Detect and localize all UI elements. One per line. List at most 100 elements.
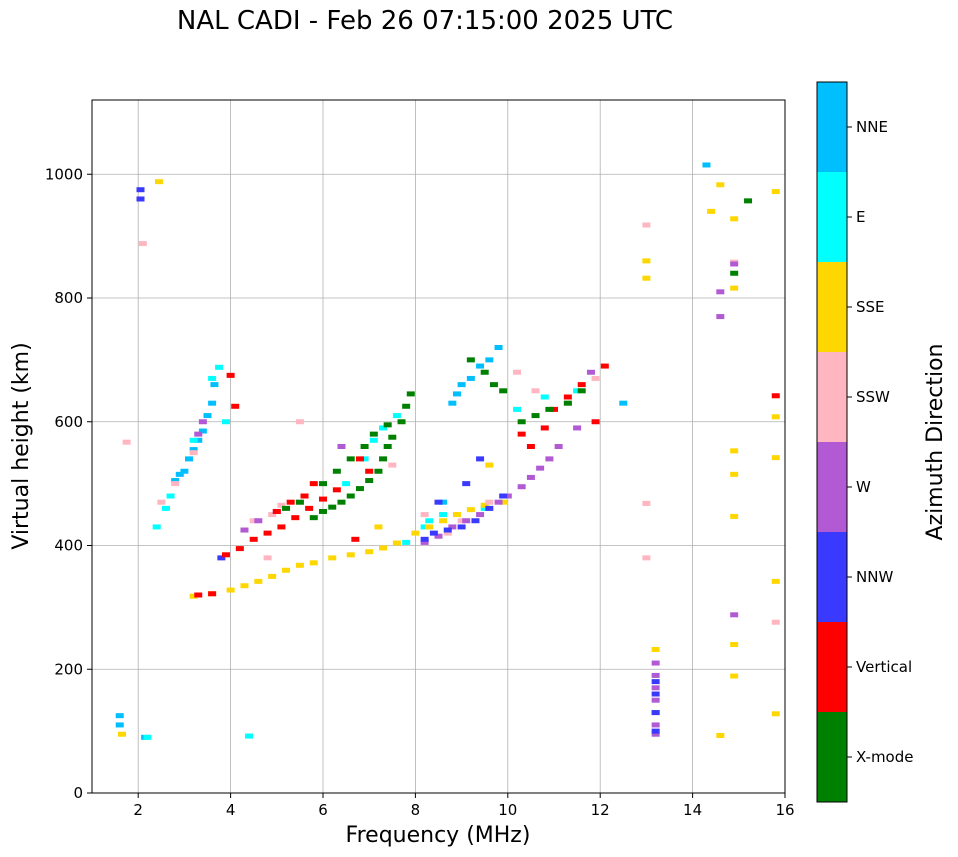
point-e xyxy=(208,375,217,381)
point-e xyxy=(369,437,378,443)
point-e xyxy=(189,437,198,443)
point-x-mode xyxy=(383,422,392,428)
point-nne xyxy=(115,722,124,728)
point-sse xyxy=(730,513,739,519)
x-tick-label: 10 xyxy=(498,801,517,819)
point-vertical xyxy=(194,592,203,598)
point-nne xyxy=(185,456,194,462)
point-nne xyxy=(448,400,457,406)
point-w xyxy=(730,261,739,267)
point-x-mode xyxy=(319,508,327,514)
point-sse xyxy=(268,573,277,579)
point-e xyxy=(166,493,175,499)
point-x-mode xyxy=(374,468,383,474)
point-x-mode xyxy=(360,444,369,449)
point-e xyxy=(480,505,489,511)
point-sse xyxy=(730,448,739,454)
point-nne xyxy=(476,363,485,369)
point-nnw xyxy=(499,493,508,499)
point-e xyxy=(143,734,152,740)
point-nnw xyxy=(136,196,145,202)
colorbar: X-mode Vertical NNW W SSW SSE E NNE xyxy=(816,81,913,803)
plot-area xyxy=(92,100,785,793)
point-nnw xyxy=(457,524,466,530)
point-ssw xyxy=(138,241,147,247)
colorbar-segment xyxy=(817,262,847,352)
colorbar-segment xyxy=(817,532,847,622)
point-vertical xyxy=(208,591,217,597)
point-nne xyxy=(180,468,189,474)
point-ssw xyxy=(420,512,429,518)
point-w xyxy=(651,731,660,737)
point-sse xyxy=(226,587,235,593)
point-x-mode xyxy=(744,198,753,204)
point-w xyxy=(716,314,725,320)
point-w xyxy=(503,493,512,499)
point-w xyxy=(651,722,660,728)
point-sse xyxy=(707,208,716,214)
point-x-mode xyxy=(499,388,508,394)
point-x-mode xyxy=(328,504,337,510)
point-nnw xyxy=(476,456,485,462)
point-nnw xyxy=(471,518,480,524)
point-x-mode xyxy=(379,456,388,462)
point-nnw xyxy=(651,691,660,697)
point-w xyxy=(198,419,207,425)
colorbar-segment xyxy=(817,442,847,532)
point-sse xyxy=(771,189,780,195)
point-x-mode xyxy=(402,403,411,409)
point-nne xyxy=(171,478,180,484)
point-ssw xyxy=(189,450,198,456)
point-nnw xyxy=(443,527,452,533)
colorbar-segment xyxy=(817,82,847,172)
point-ssw xyxy=(642,222,651,228)
point-x-mode xyxy=(346,493,355,499)
point-sse xyxy=(379,545,388,551)
point-x-mode xyxy=(309,515,318,521)
point-e xyxy=(342,481,351,487)
point-vertical xyxy=(517,431,526,437)
point-x-mode xyxy=(337,499,346,505)
point-sse xyxy=(295,562,304,568)
point-e xyxy=(379,425,388,431)
point-w xyxy=(554,444,563,449)
x-tick-label: 12 xyxy=(591,801,610,819)
point-vertical xyxy=(540,425,549,431)
point-vertical xyxy=(526,444,535,449)
point-w xyxy=(716,289,725,295)
point-sse xyxy=(716,182,725,188)
point-e xyxy=(215,364,224,370)
y-tick-label: 600 xyxy=(54,413,83,431)
point-vertical xyxy=(550,406,558,412)
point-x-mode xyxy=(517,419,526,425)
point-sse xyxy=(651,646,660,652)
y-tick-label: 800 xyxy=(54,289,83,307)
data-points xyxy=(115,162,780,740)
point-x-mode xyxy=(466,357,475,363)
point-ssw xyxy=(171,481,180,487)
point-sse xyxy=(365,549,374,555)
point-nne xyxy=(439,499,448,505)
point-e xyxy=(420,524,429,530)
colorbar-label: Azimuth Direction xyxy=(923,343,948,540)
point-w xyxy=(730,612,739,618)
point-w xyxy=(526,474,535,480)
point-nne xyxy=(203,413,212,419)
point-e xyxy=(221,419,230,425)
point-e xyxy=(513,406,522,412)
point-nnw xyxy=(429,530,438,536)
point-ssw xyxy=(249,518,258,524)
point-ssw xyxy=(268,512,277,518)
point-sse xyxy=(254,578,263,584)
colorbar-segment xyxy=(817,622,847,712)
point-vertical xyxy=(277,524,286,530)
point-ssw xyxy=(295,419,304,425)
point-e xyxy=(540,394,549,400)
point-sse xyxy=(439,518,448,524)
point-x-mode xyxy=(355,486,364,492)
point-nne xyxy=(485,357,494,363)
point-w xyxy=(476,512,485,518)
point-ssw xyxy=(513,369,522,375)
point-vertical xyxy=(305,505,314,511)
